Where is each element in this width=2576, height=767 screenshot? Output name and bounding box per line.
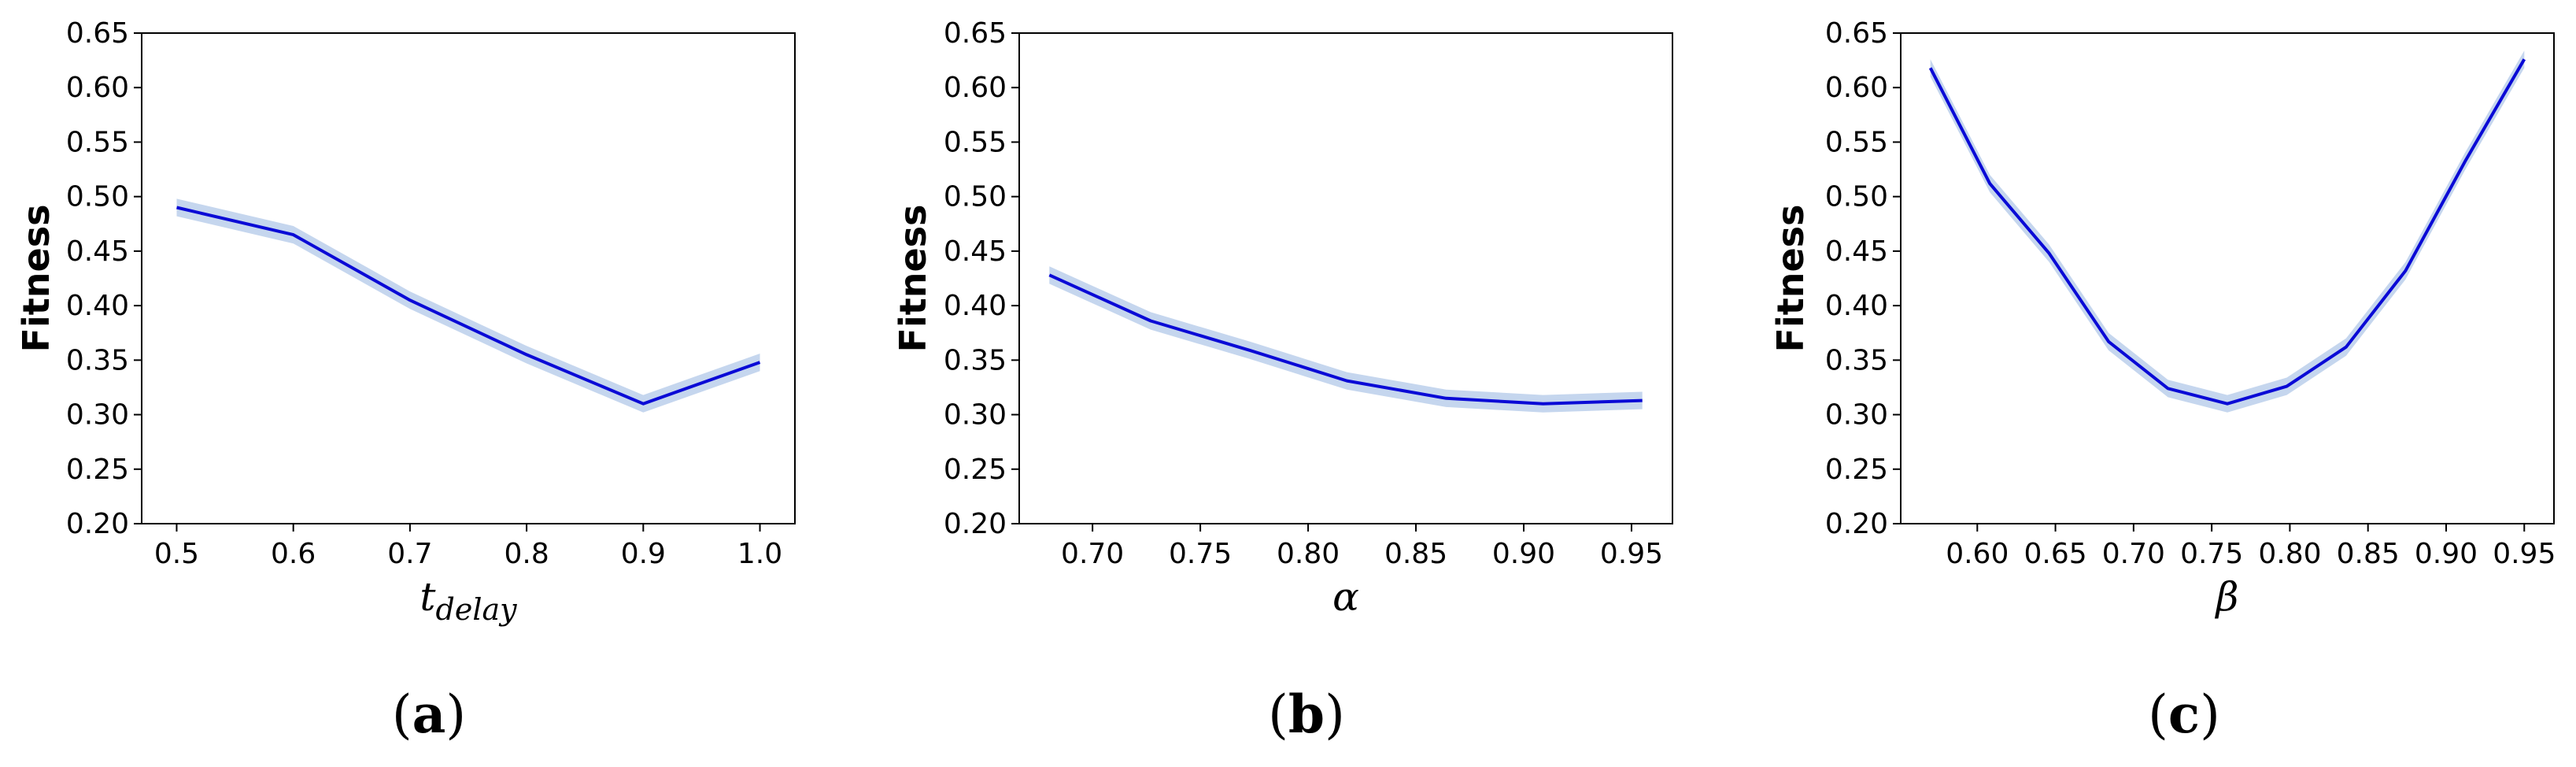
data-point [1929,66,1932,69]
data-point [1048,273,1051,276]
y-tick-label: 0.60 [1825,72,1888,104]
chart-panel-c: 0.20 0.25 0.30 0.35 0.40 0.45 0.50 0.55 0.60 0.65… [1769,17,2556,745]
y-tick-label: 0.65 [66,17,129,50]
panel-caption: (b) [1268,684,1345,745]
data-point [1542,402,1545,406]
x-tick-label: 0.85 [1384,538,1447,570]
y-tick-label: 0.20 [1825,508,1888,540]
y-tick-label: 0.60 [66,72,129,104]
fitness-line [1928,58,2526,406]
data-point [292,233,295,236]
x-tick-label: 0.6 [271,538,316,570]
data-point [2404,269,2407,272]
y-tick-label: 0.50 [66,181,129,213]
y-tick-label: 0.65 [944,17,1007,50]
x-tick-label: 0.80 [1277,538,1340,570]
y-tick-label: 0.35 [1825,344,1888,376]
x-axis-label: α [1332,574,1359,620]
axes-frame [1018,32,1673,524]
y-tick-label: 0.30 [66,399,129,432]
data-point [2048,252,2051,255]
x-tick-label: 0.70 [2102,538,2165,570]
y-tick-label: 0.55 [66,126,129,158]
y-axis-label: Fitness [1769,205,1812,353]
data-point [759,361,762,364]
fitness-line [1048,273,1643,406]
y-tick-label: 0.40 [1825,290,1888,322]
data-point [525,353,528,356]
panel-caption: (c) [2148,684,2220,745]
data-point [1444,397,1447,400]
fitness-line [176,206,761,406]
x-tick-label: 0.70 [1061,538,1124,570]
y-tick-label: 0.25 [944,454,1007,486]
data-point [2463,160,2467,163]
y-axis-label: Fitness [15,205,57,353]
y-tick-label: 0.55 [944,126,1007,158]
y-tick-label: 0.20 [944,508,1007,540]
y-tick-label: 0.50 [944,181,1007,213]
y-tick-label: 0.40 [944,290,1007,322]
y-tick-label: 0.25 [1825,454,1888,486]
panel-caption: (a) [392,684,466,745]
y-tick-label: 0.35 [944,344,1007,376]
data-point [2286,385,2289,388]
confidence-band [1930,50,2525,413]
x-tick-label: 0.60 [1946,538,2009,570]
x-tick-label: 0.9 [621,538,666,570]
x-tick-label: 0.75 [1169,538,1232,570]
data-point [176,206,179,209]
y-tick-label: 0.65 [1825,17,1888,50]
data-point [1345,380,1348,383]
x-tick-label: 0.95 [1600,538,1663,570]
x-axis-label: β [2215,574,2239,620]
axes-frame [1900,32,2555,524]
y-tick-label: 0.45 [66,235,129,268]
data-point [2345,346,2348,349]
chart-panel-b: 0.20 0.25 0.30 0.35 0.40 0.45 0.50 0.55 0.60 0.65… [892,17,1673,745]
y-tick-label: 0.30 [1825,399,1888,432]
data-point [641,402,645,406]
y-tick-label: 0.25 [66,454,129,486]
chart-panel-a: 0.20 0.25 0.30 0.35 0.40 0.45 0.50 0.55 0.60 0.65… [15,17,796,745]
x-tick-label: 0.5 [154,538,199,570]
data-point [408,298,412,302]
data-point [2167,387,2170,390]
data-point [2226,402,2229,406]
y-tick-label: 0.55 [1825,126,1888,158]
y-tick-label: 0.20 [66,508,129,540]
confidence-band [176,198,760,413]
x-tick-label: 0.7 [387,538,432,570]
x-tick-label: 0.80 [2258,538,2321,570]
x-tick-label: 0.75 [2180,538,2243,570]
y-tick-label: 0.45 [944,235,1007,268]
x-tick-label: 0.90 [1492,538,1555,570]
confidence-band [1049,266,1643,413]
y-tick-label: 0.60 [944,72,1007,104]
x-tick-label: 0.90 [2415,538,2478,570]
data-point [2107,340,2110,343]
y-axis-label: Fitness [892,205,934,353]
x-tick-label: 0.85 [2337,538,2400,570]
x-tick-label: 0.95 [2493,538,2556,570]
x-axis-label: tdelay [419,574,517,627]
data-point [1988,182,1991,185]
y-tick-label: 0.50 [1825,181,1888,213]
x-axis-label-subscript: delay [436,592,518,627]
data-point [2522,57,2526,61]
y-tick-label: 0.45 [1825,235,1888,268]
axes-frame [141,32,796,524]
x-tick-label: 1.0 [737,538,782,570]
x-tick-label: 0.65 [2024,538,2087,570]
y-tick-label: 0.35 [66,344,129,376]
data-point [1248,349,1251,352]
data-point [1641,399,1644,402]
y-tick-label: 0.40 [66,290,129,322]
y-tick-label: 0.30 [944,399,1007,432]
x-tick-label: 0.8 [504,538,549,570]
data-point [1149,320,1152,323]
